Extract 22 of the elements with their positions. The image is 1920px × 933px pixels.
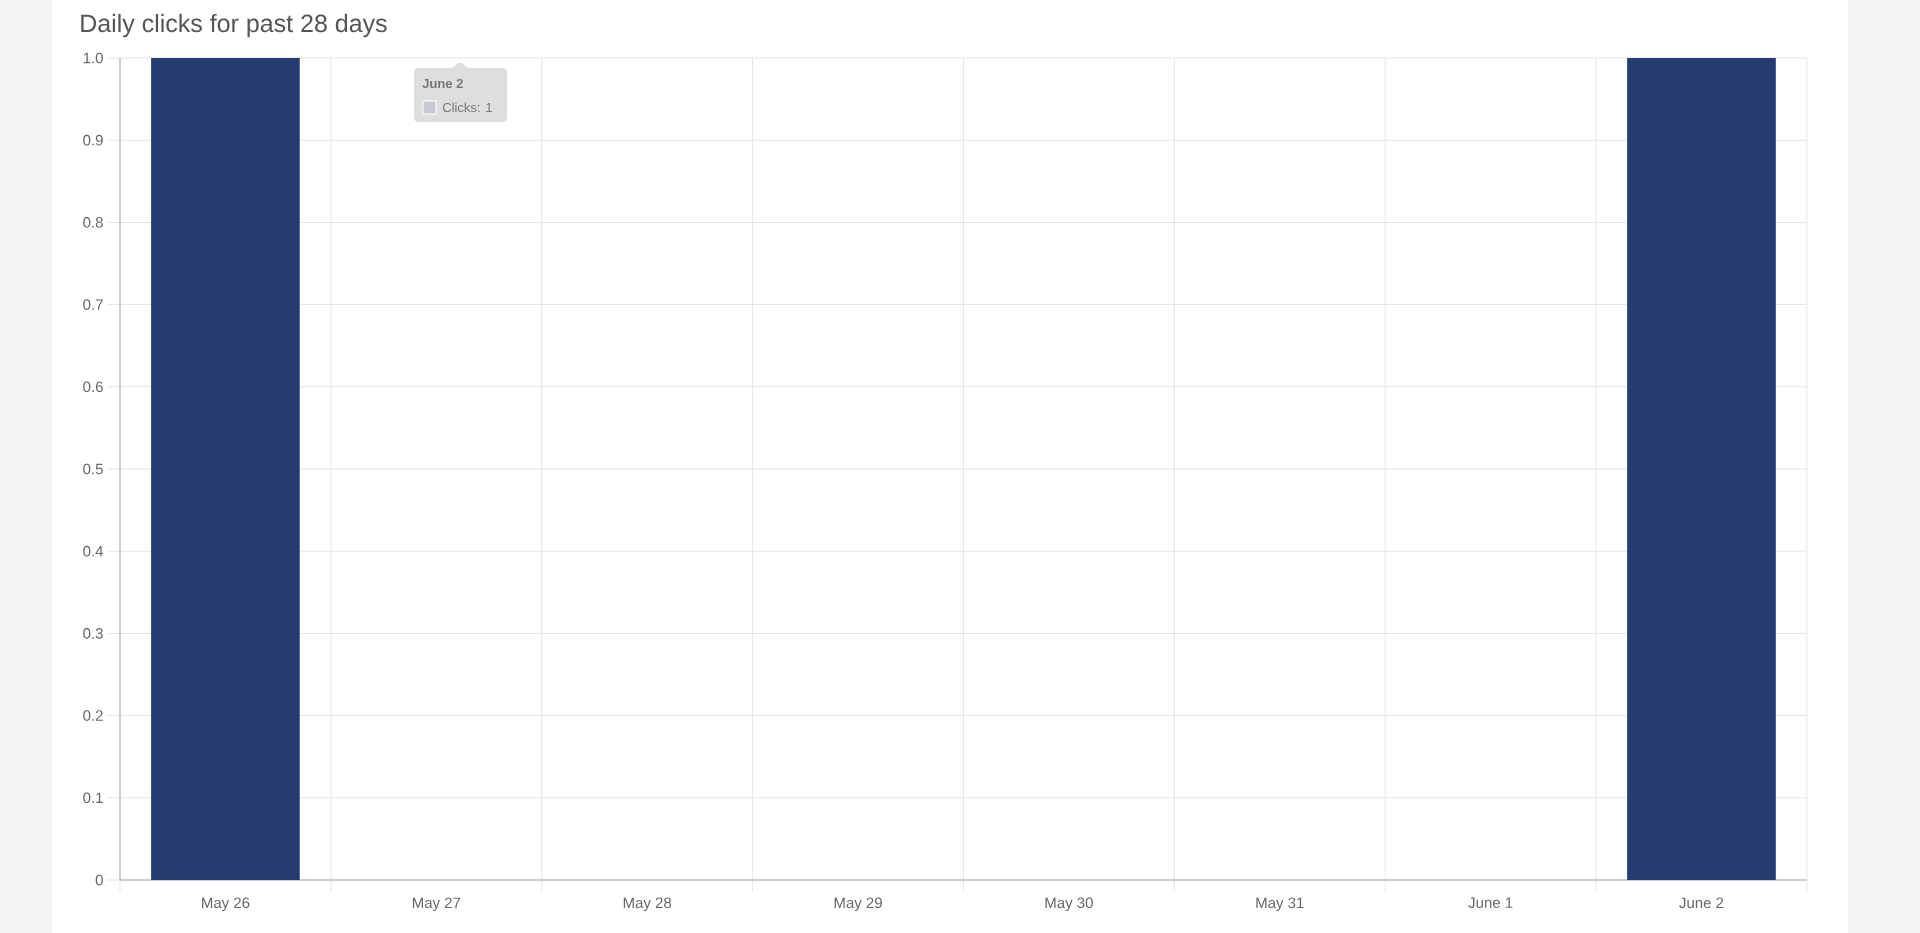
annotation: Clicks: 1 [442,102,492,113]
y-tick-label: 0.4 [83,545,104,557]
x-tick-label: June 2 [1679,897,1724,909]
x-tick-label: June 1 [1468,897,1513,908]
y-tick-label: 0.5 [83,463,103,475]
y-tick-label: 1.0 [83,52,103,64]
y-tick-label: 0.6 [83,381,103,393]
y-tick-label: 0.9 [83,134,103,146]
y-tick-label: 0.2 [83,710,103,721]
annotation: June 2 [422,78,463,89]
y-tick-label: 0.3 [83,628,103,639]
x-tick-label: May 26 [202,897,250,912]
y-tick-label: 0.8 [83,217,103,228]
x-tick-label: May 31 [1256,897,1304,912]
chart-title: Daily clicks for past 28 days [81,13,387,38]
y-tick-label: 0.1 [83,792,103,804]
x-tick-label: May 30 [1045,897,1093,912]
y-tick-label: 0 [95,874,103,886]
y-tick-label: 0.7 [83,299,103,310]
x-tick-label: May 29 [834,897,882,912]
x-tick-label: May 28 [623,897,672,912]
x-tick-label: May 27 [412,897,461,912]
